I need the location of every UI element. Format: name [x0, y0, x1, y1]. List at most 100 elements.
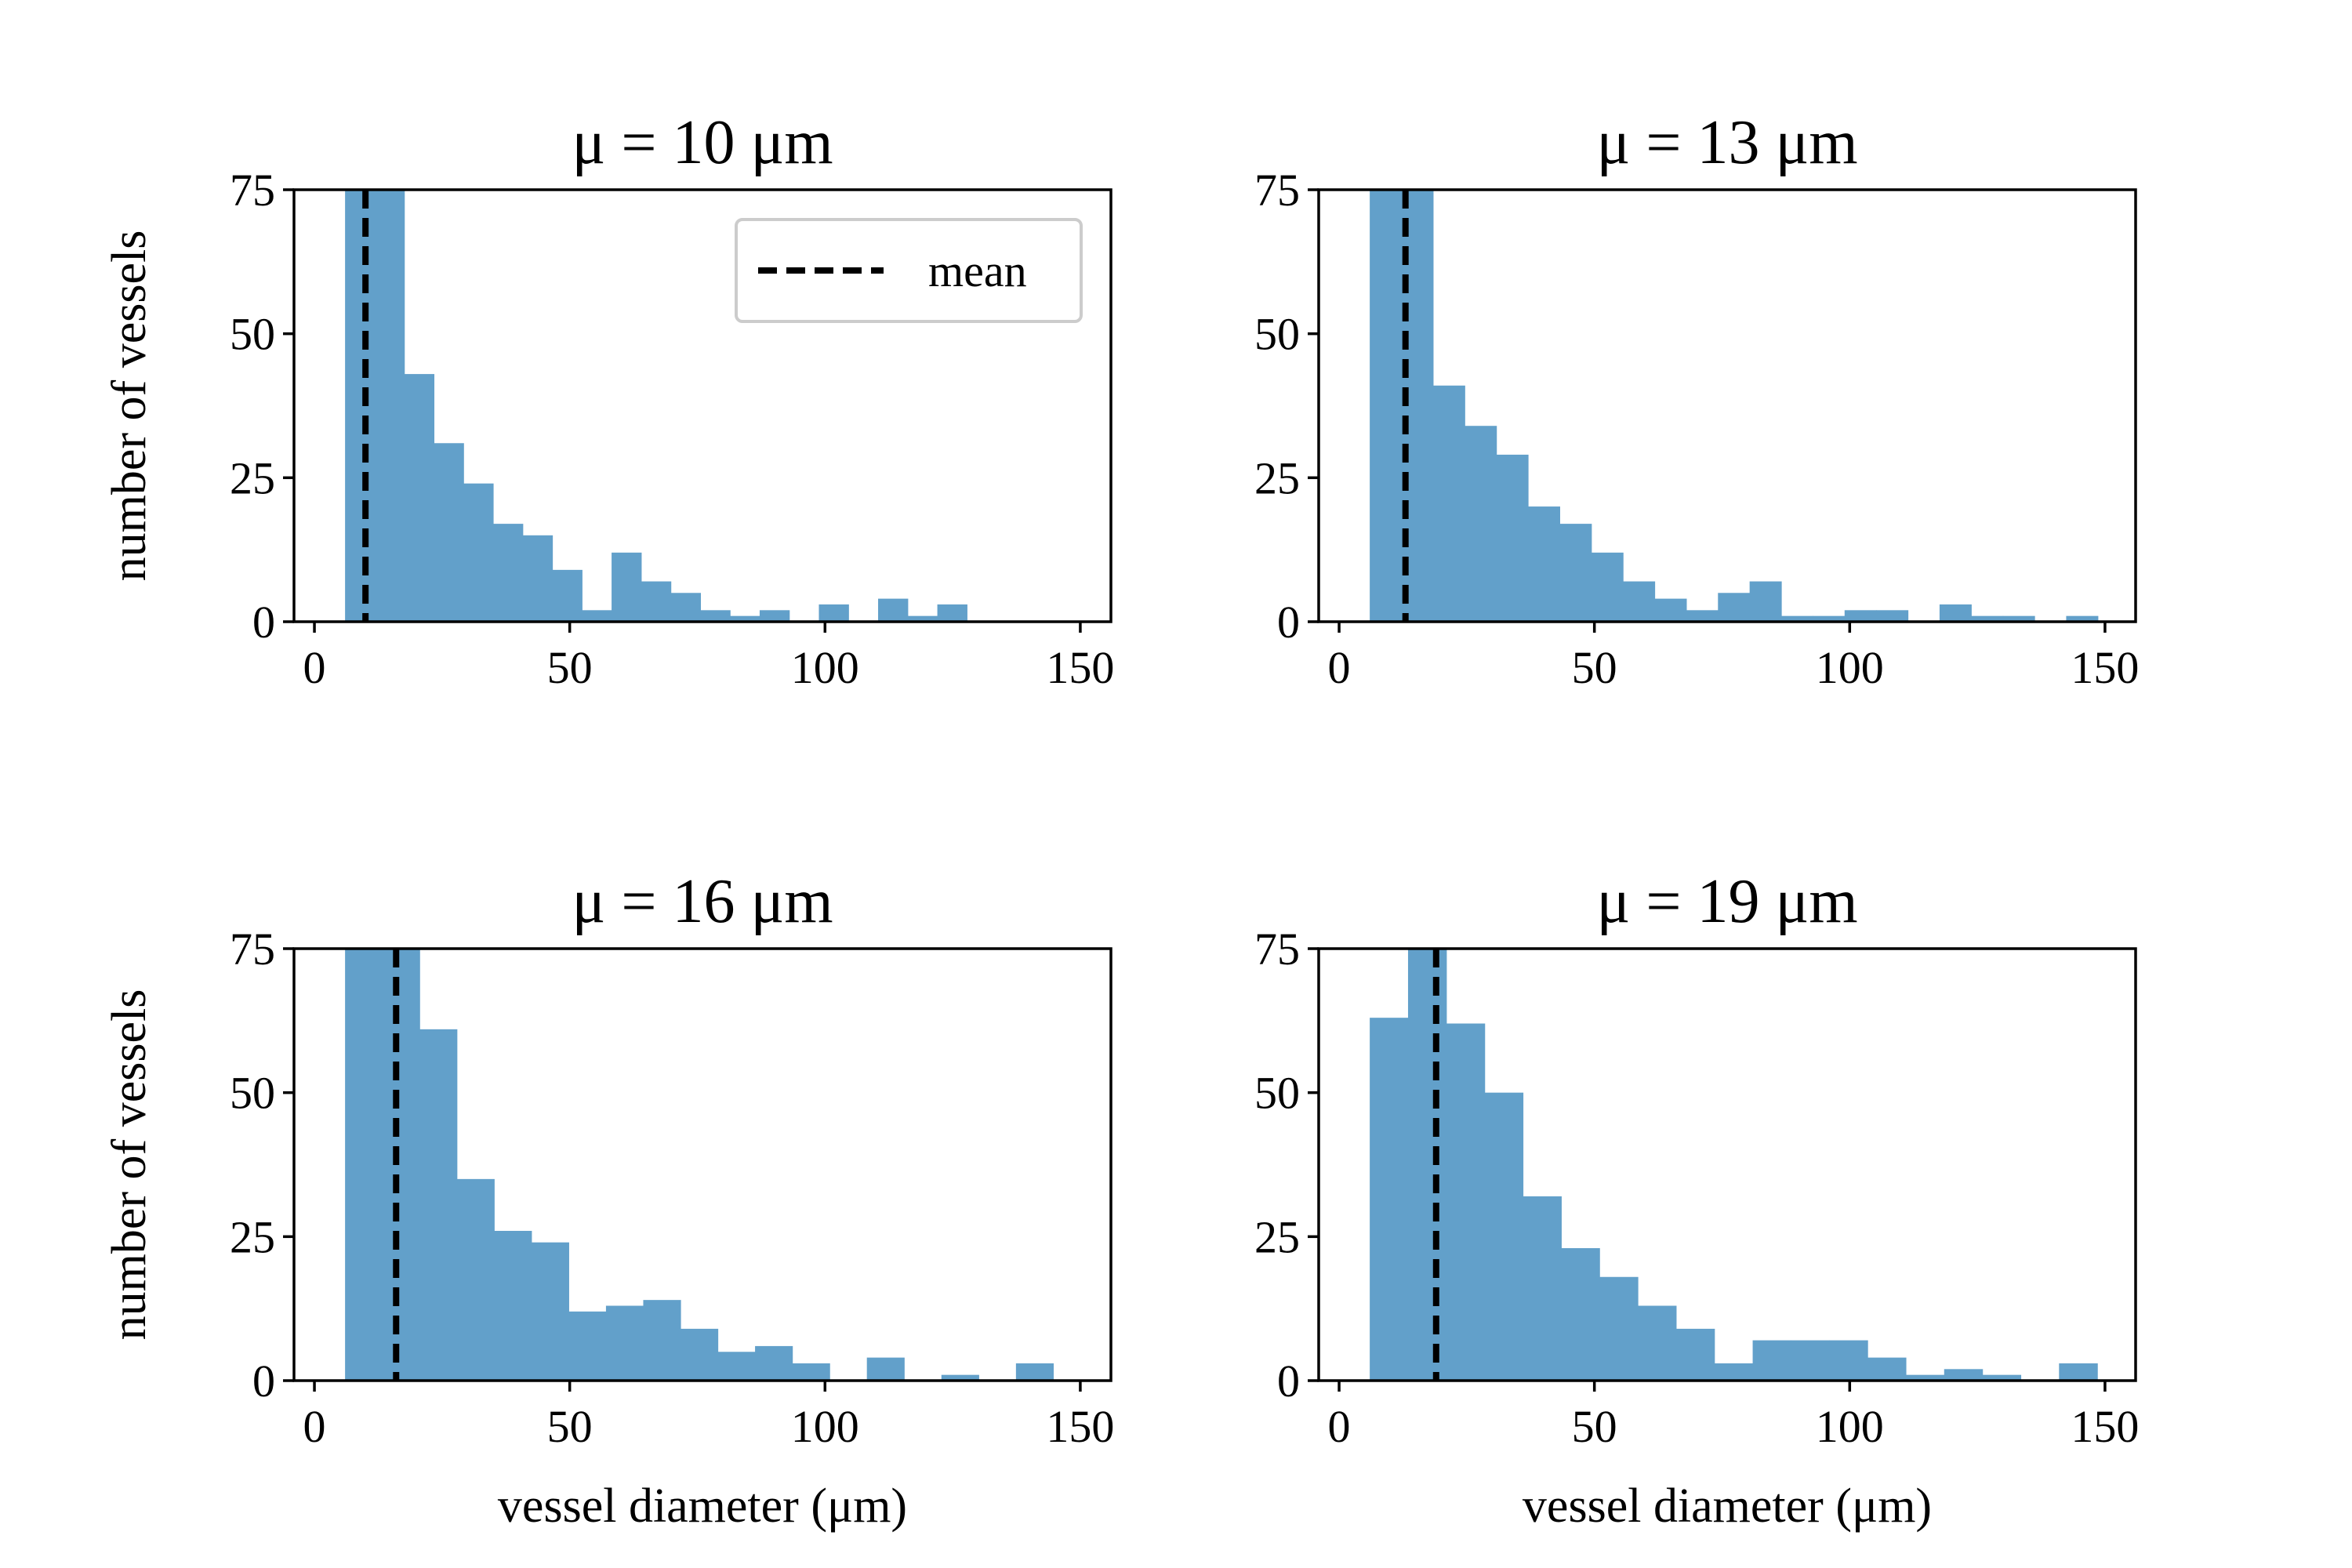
histogram-bar	[456, 1178, 495, 1381]
panel-mu-19: μ = 19 μm vessel diameter (μm) 0 50 100 150…	[1254, 867, 2139, 1533]
y-tick-label: 75	[230, 924, 275, 975]
histogram-bar	[1484, 1092, 1524, 1381]
histogram-bar	[1982, 1374, 2022, 1381]
histogram-bar	[2059, 1363, 2098, 1381]
x-tick-label: 150	[1046, 1401, 1114, 1452]
histogram-bar	[641, 581, 672, 622]
legend-mean-label: mean	[928, 245, 1027, 296]
panel-title: μ = 13 μm	[1596, 108, 1857, 177]
x-tick-label: 0	[1328, 1401, 1351, 1452]
x-tick-label: 150	[2071, 642, 2139, 693]
y-tick-label: 25	[230, 452, 275, 503]
x-tick-label: 0	[1328, 642, 1351, 693]
histogram-bar	[643, 1300, 681, 1381]
histogram-bar	[759, 610, 790, 622]
histogram-bar	[1654, 598, 1687, 622]
histogram-bar	[1015, 1363, 1054, 1381]
histogram-bar	[1939, 604, 1972, 622]
histogram-bar	[717, 1352, 756, 1381]
legend: mean	[735, 218, 1083, 323]
histogram-bar	[792, 1363, 830, 1381]
x-axis-label: vessel diameter (μm)	[1523, 1479, 1932, 1533]
y-tick-label: 75	[1254, 165, 1300, 216]
histogram-bar	[1432, 385, 1465, 622]
histogram-bar	[1370, 1018, 1409, 1381]
y-tick-label: 50	[230, 1068, 275, 1119]
histogram-bar	[1867, 1357, 1907, 1381]
histogram-bar	[1829, 1340, 1868, 1381]
y-axis-label: number of vessels	[103, 230, 156, 582]
histogram-bar	[1496, 454, 1529, 622]
histogram-bar	[522, 535, 554, 622]
histogram-bar	[941, 1374, 979, 1381]
histogram-bar	[1370, 190, 1403, 622]
histogram-bar	[1813, 615, 1846, 622]
histogram-bar	[1971, 615, 2004, 622]
histogram-bar	[700, 610, 731, 622]
x-tick-label: 50	[547, 1401, 593, 1452]
histogram-bar	[1591, 552, 1624, 622]
y-tick-label: 25	[1254, 1211, 1300, 1262]
y-tick-label: 0	[252, 597, 275, 648]
histogram-bar	[1791, 1340, 1830, 1381]
y-axis-label: number of vessels	[103, 989, 156, 1341]
histogram-bar	[582, 610, 612, 622]
x-tick-label: 50	[547, 642, 593, 693]
histogram-bar	[605, 1305, 644, 1381]
x-tick-label: 150	[1046, 642, 1114, 693]
histogram-bar	[670, 593, 701, 622]
y-tick-label: 25	[230, 1211, 275, 1262]
histogram-bar	[1528, 506, 1560, 622]
x-tick-label: 100	[791, 642, 859, 693]
histogram-bar	[434, 443, 464, 622]
histogram-bar	[552, 569, 583, 622]
histogram-bar	[907, 615, 938, 622]
histogram-bar	[1407, 949, 1447, 1381]
histogram-bar	[404, 374, 435, 622]
panel-mu-16: μ = 16 μm number of vessels vessel diame…	[103, 867, 1114, 1533]
histogram-bar	[1599, 1276, 1639, 1381]
histogram-bar	[612, 552, 642, 622]
histogram-bar	[1523, 1196, 1562, 1381]
histogram-bar	[866, 1357, 905, 1381]
histogram-bar	[1465, 426, 1497, 622]
y-tick-label: 50	[1254, 1068, 1300, 1119]
x-axis-label: vessel diameter (μm)	[498, 1479, 907, 1533]
panel-mu-10: μ = 10 μm number of vessels 0 50 100 150 0 25…	[103, 108, 1114, 693]
histogram-bar	[1714, 1363, 1754, 1381]
panel-title: μ = 19 μm	[1596, 867, 1857, 936]
histogram-bar	[419, 1029, 458, 1381]
y-tick-label: 75	[230, 165, 275, 216]
histogram-bar	[937, 604, 967, 622]
panel-title: μ = 16 μm	[572, 867, 833, 936]
panel-mu-13: μ = 13 μm 0 50 100 150 0 25 50 75	[1254, 108, 2139, 693]
histogram-bar	[1686, 610, 1719, 622]
histogram-bar	[1752, 1340, 1792, 1381]
plot-frame	[1317, 947, 2137, 1382]
histogram-bar	[1844, 610, 1877, 622]
histogram-bar	[568, 1311, 607, 1381]
histogram-bar	[878, 598, 909, 622]
histogram-bar	[2066, 615, 2099, 622]
y-tick-label: 0	[1277, 597, 1300, 648]
x-tick-label: 0	[303, 1401, 326, 1452]
histogram-bar	[1876, 610, 1909, 622]
plot-frame	[292, 188, 1112, 623]
histogram-bar	[1638, 1305, 1677, 1381]
y-tick-label: 0	[1277, 1356, 1300, 1406]
histogram-bar	[730, 615, 760, 622]
y-tick-label: 50	[1254, 309, 1300, 360]
histogram-bar	[1905, 1374, 1945, 1381]
y-tick-label: 75	[1254, 924, 1300, 975]
histogram-bar	[463, 483, 494, 622]
panel-title: μ = 10 μm	[572, 108, 833, 177]
x-tick-label: 100	[1816, 642, 1884, 693]
histogram-bar	[1718, 593, 1751, 622]
legend-box	[735, 218, 1083, 323]
histogram-bar	[1446, 1023, 1486, 1381]
histogram-bar	[1749, 581, 1782, 622]
x-tick-label: 50	[1572, 642, 1617, 693]
histogram-bar	[492, 524, 524, 622]
histogram-bar	[345, 949, 383, 1381]
plot-frame	[1317, 188, 2137, 623]
